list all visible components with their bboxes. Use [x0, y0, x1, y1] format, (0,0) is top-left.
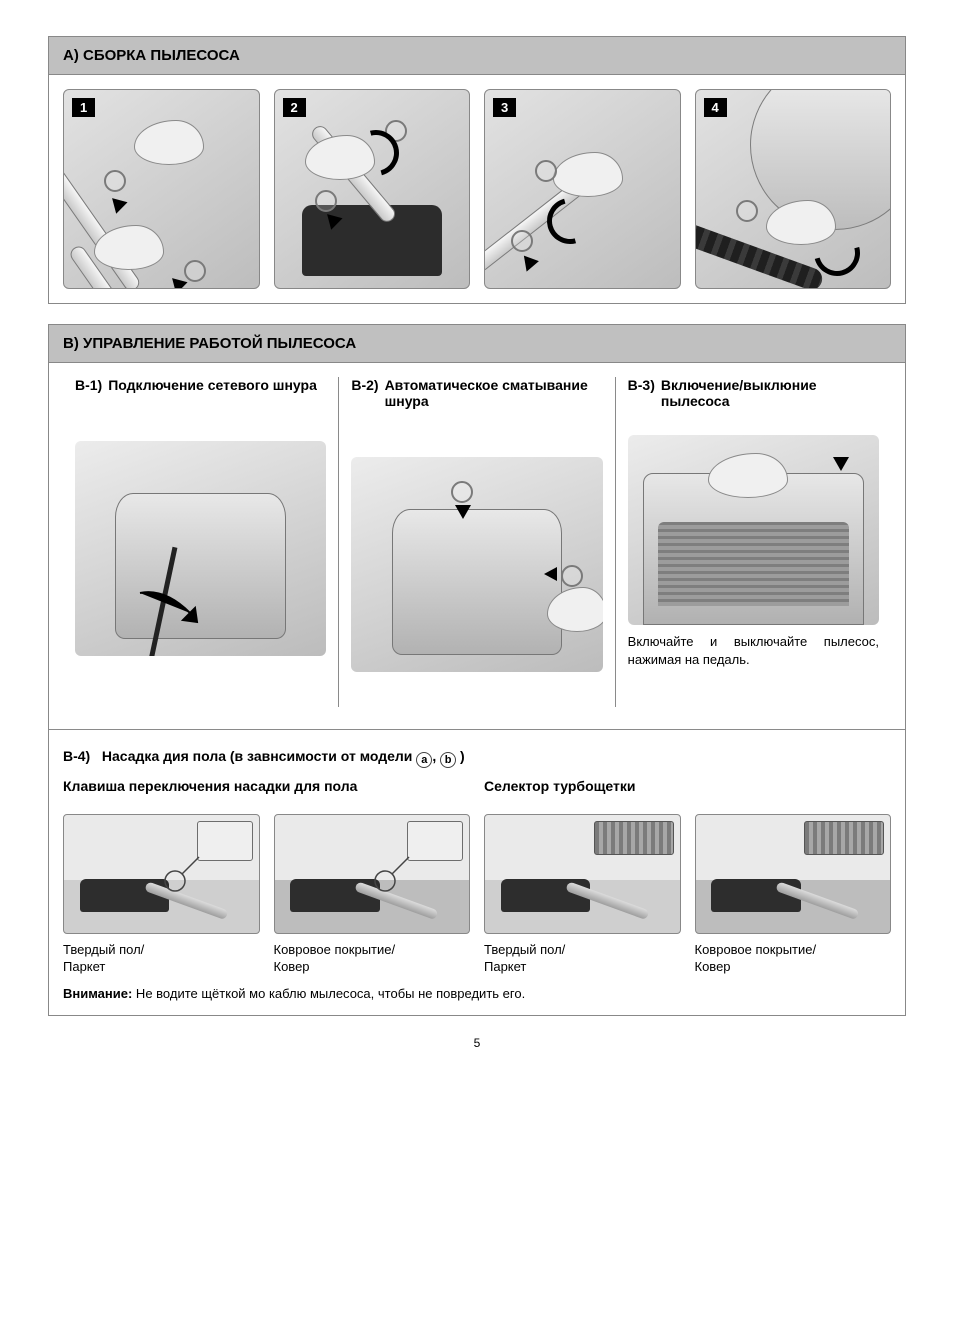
floor-nozzle-hard-1 — [63, 814, 260, 934]
column-b1: В-1) Подключение сетевого шнура — [63, 377, 338, 707]
b4-title-prefix: Насадка дия пола (в завнсимости от модел… — [102, 748, 416, 764]
section-a-steps-row: 1 2 — [63, 89, 891, 289]
marker-a: a — [416, 752, 432, 768]
b3-number: В-3) — [628, 377, 655, 409]
warning-text: Не водите щёткой мо каблю мылесоса, чтоб… — [132, 986, 525, 1001]
assembly-step-3-image: 3 — [484, 89, 681, 289]
section-a-panel: А) СБОРКА ПЫЛЕСОСА 1 2 — [48, 36, 906, 304]
assembly-step-1-image: 1 — [63, 89, 260, 289]
section-b-title: В) УПРАВЛЕНИЕ РАБОТОЙ ПЫЛЕСОСА — [49, 325, 905, 363]
floor-caption-3: Твердый пол/Паркет — [484, 942, 681, 976]
page-number: 5 — [48, 1036, 906, 1050]
section-a-title: А) СБОРКА ПЫЛЕСОСА — [49, 37, 905, 75]
b4-title-suffix: ) — [456, 748, 465, 764]
section-b-upper-row: В-1) Подключение сетевого шнура — [63, 377, 891, 707]
b4-images-row: Твердый пол/Паркет Ковровое покрытие/Ков… — [63, 814, 891, 976]
b4-right-subhead: Селектор турбощетки — [484, 778, 891, 794]
floor-nozzle-hard-2 — [484, 814, 681, 934]
marker-b: b — [440, 752, 456, 768]
column-b3: В-3) Включение/выклюние пылесоса Включай… — [615, 377, 891, 707]
step-number-badge: 1 — [72, 98, 95, 117]
floor-caption-1: Твердый пол/Паркет — [63, 942, 260, 976]
b2-image — [351, 457, 602, 672]
b1-image — [75, 441, 326, 656]
assembly-step-2-image: 2 — [274, 89, 471, 289]
floor-caption-4: Ковровое покрытие/Ковер — [695, 942, 892, 976]
b2-number: В-2) — [351, 377, 378, 409]
b4-warning: Внимание: Не водите щёткой мо каблю мыле… — [63, 986, 891, 1001]
section-b-panel: В) УПРАВЛЕНИЕ РАБОТОЙ ПЫЛЕСОСА В-1) Подк… — [48, 324, 906, 1016]
step-number-badge: 4 — [704, 98, 727, 117]
b4-number: В-4) — [63, 748, 90, 764]
floor-caption-2: Ковровое покрытие/Ковер — [274, 942, 471, 976]
column-b2: В-2) Автоматическое сматывание шнура — [338, 377, 614, 707]
step-number-badge: 3 — [493, 98, 516, 117]
b1-title: Подключение сетевого шнура — [108, 377, 317, 393]
b3-caption: Включайте и выключайте пылесос, нажимая … — [628, 633, 879, 668]
b2-title: Автоматическое сматывание шнура — [385, 377, 603, 409]
floor-nozzle-carpet-2 — [695, 814, 892, 934]
b4-heading: В-4) Насадка дия пола (в завнсимости от … — [63, 748, 891, 768]
b3-title: Включение/выклюние пылесоса — [661, 377, 879, 409]
b3-image — [628, 435, 879, 625]
floor-nozzle-carpet-1 — [274, 814, 471, 934]
b4-left-subhead: Клавиша переключения насадки для пола — [63, 778, 470, 794]
divider — [49, 729, 905, 730]
warning-label: Внимание: — [63, 986, 132, 1001]
b4-title-mid: , — [432, 748, 440, 764]
b1-number: В-1) — [75, 377, 102, 393]
assembly-step-4-image: 4 — [695, 89, 892, 289]
step-number-badge: 2 — [283, 98, 306, 117]
